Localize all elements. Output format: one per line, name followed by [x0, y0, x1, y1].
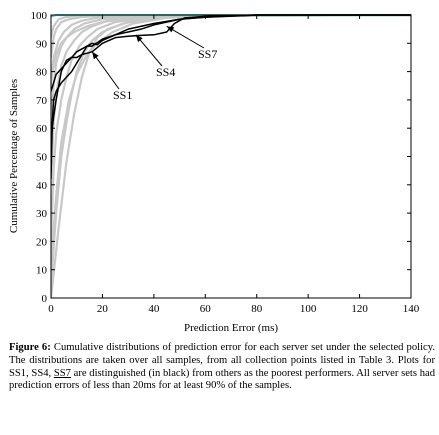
x-tick-label: 140: [403, 303, 420, 315]
y-tick-label: 90: [36, 38, 48, 50]
caption-text-2: are distinguished (in black) from others…: [9, 367, 435, 392]
y-tick-label: 50: [36, 152, 48, 164]
plot-area: [51, 15, 411, 298]
caption-text-1: Cumulative distributions of prediction e…: [9, 342, 435, 379]
annotation-label-ss4: SS4: [156, 65, 175, 79]
y-tick-label: 100: [31, 10, 48, 22]
series-line-12: [51, 14, 411, 265]
x-tick-label: 0: [48, 303, 54, 315]
x-tick-label: 60: [200, 303, 212, 315]
y-tick-label: 80: [36, 67, 48, 79]
series-ss7: [51, 14, 411, 143]
x-tick-label: 40: [148, 303, 160, 315]
y-tick-label: 60: [36, 123, 48, 135]
caption-ss7: SS7: [53, 367, 71, 379]
y-tick-label: 20: [36, 236, 48, 248]
figure-caption: Figure 6: Cumulative distributions of pr…: [9, 342, 435, 393]
series-line-7: [51, 14, 411, 129]
series-ss4: [51, 14, 411, 92]
annotation-arrow: [91, 51, 120, 90]
annotation-arrowhead: [92, 51, 99, 60]
annotation-arrowhead: [135, 34, 143, 43]
cdf-chart: 0 20 40 60 80 100 120 140 0 10 20 30 40 50 60 70 80 90 100…: [8, 10, 420, 334]
y-tick-label: 0: [42, 293, 48, 305]
y-tick-label: 10: [36, 265, 48, 277]
caption-label: Figure 6:: [9, 342, 51, 353]
x-tick-label: 120: [351, 303, 368, 315]
annotation-arrow: [166, 25, 205, 49]
x-tick-label: 20: [97, 303, 109, 315]
x-tick-label: 80: [251, 303, 263, 315]
annotation-label-ss1: SS1: [113, 88, 132, 102]
y-tick-label: 30: [36, 208, 48, 220]
series-line-8: [51, 14, 411, 86]
y-tick-label: 70: [36, 95, 48, 107]
y-tick-label: 40: [36, 180, 48, 192]
x-tick-label: 100: [300, 303, 317, 315]
annotation-label-ss7: SS7: [198, 47, 217, 61]
x-axis-label: Prediction Error (ms): [184, 322, 278, 334]
y-axis-label: Cumulative Percentage of Samples: [8, 79, 20, 233]
annotation-arrowhead: [166, 26, 175, 33]
